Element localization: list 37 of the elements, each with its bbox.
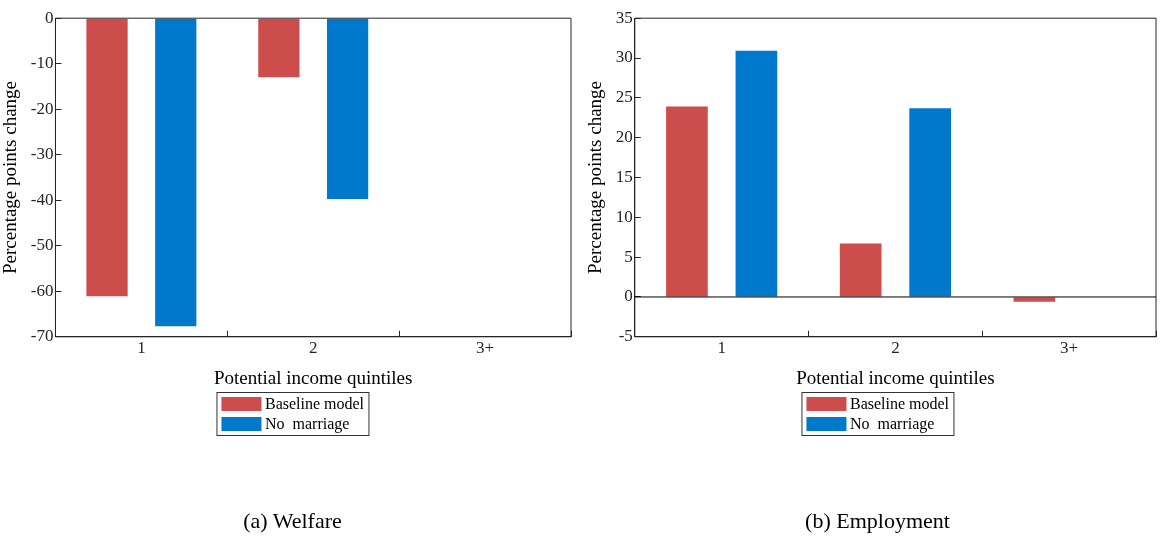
y-tick-label: -30 (30, 144, 54, 164)
x-tick-label: 2 (308, 338, 318, 358)
y-tick-label: 15 (615, 166, 633, 186)
y-tick-label: -5 (618, 326, 633, 346)
bar (839, 243, 882, 297)
y-tick-label: 20 (615, 127, 633, 147)
legend-label: Baseline model (849, 395, 950, 413)
y-tick-label: 10 (615, 206, 633, 226)
x-tick-label: 1 (137, 338, 146, 358)
y-axis-title: Percentage points change (584, 80, 606, 275)
legend-label: No marriage (264, 415, 350, 433)
x-tick-label: 1 (717, 338, 726, 358)
y-tick-label: 5 (624, 246, 633, 266)
y-tick-label: -50 (30, 235, 54, 255)
x-tick-label: 2 (891, 338, 900, 358)
y-tick-label: 30 (615, 47, 633, 67)
x-axis-title: Potential income quintiles (796, 366, 995, 388)
x-tick-label: 3+ (476, 338, 495, 358)
legend-label: Baseline model (264, 395, 365, 413)
y-tick-label: -60 (30, 280, 54, 300)
x-tick-label: 3+ (1060, 338, 1079, 358)
bar (735, 50, 778, 297)
y-tick-label: 25 (615, 87, 633, 107)
y-tick-label: -20 (30, 98, 54, 118)
text: (a) Welfare (242, 508, 343, 534)
y-tick-label: 35 (615, 7, 633, 27)
legend-label: No marriage (849, 415, 935, 433)
y-tick-label: -40 (30, 189, 54, 209)
y-tick-label: 0 (624, 286, 633, 306)
x-axis-title: Potential income quintiles (214, 366, 413, 388)
y-tick-label: -10 (30, 53, 54, 73)
y-axis-title: Percentage points change (0, 80, 21, 275)
y-tick-label: 0 (44, 7, 54, 27)
text: (b) Employment (804, 508, 951, 534)
bar (909, 108, 951, 297)
y-tick-label: -70 (30, 326, 54, 346)
bar (666, 106, 708, 297)
